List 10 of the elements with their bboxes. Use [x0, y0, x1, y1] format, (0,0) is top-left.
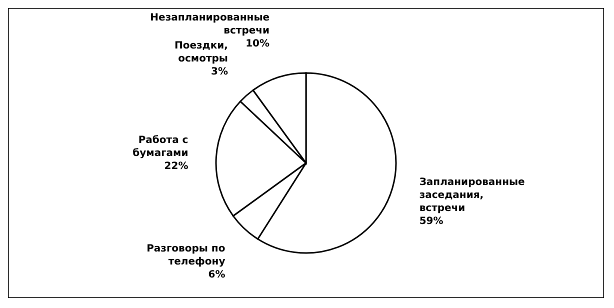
slice-label: Запланированные заседания, встречи: [419, 177, 526, 214]
data-label: 22%: [164, 160, 188, 172]
slice-label: Поездки, осмотры: [174, 40, 228, 64]
slice-label: Разговоры по телефону: [146, 244, 226, 268]
data-label: 6%: [208, 270, 226, 281]
data-label: 10%: [246, 38, 270, 50]
slice-label: Работа с бумагами: [132, 134, 188, 159]
data-label: 59%: [419, 216, 444, 228]
slice-label: Незапланированные встречи: [150, 12, 270, 37]
data-label: 3%: [210, 66, 228, 78]
